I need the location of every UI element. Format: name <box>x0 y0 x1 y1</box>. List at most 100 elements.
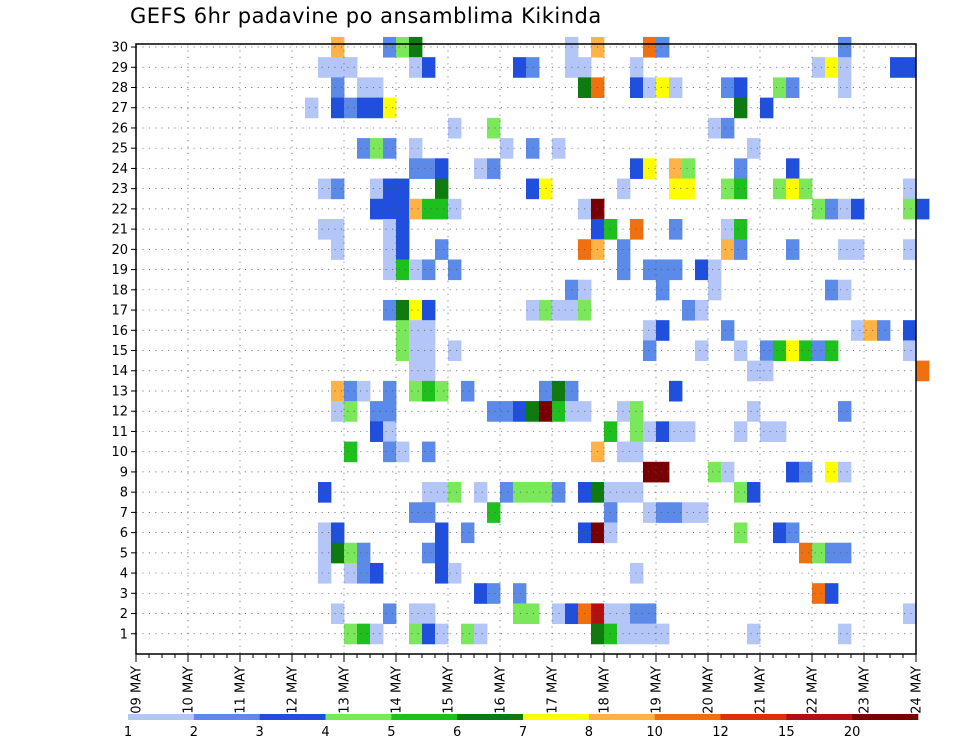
heatmap-cell <box>656 623 670 645</box>
heatmap-cell <box>721 320 735 341</box>
heatmap-cell <box>786 340 800 362</box>
heatmap-cell <box>383 239 397 260</box>
heatmap-cell <box>721 239 735 260</box>
heatmap-cell <box>643 623 657 645</box>
heatmap-cell <box>383 138 397 159</box>
heatmap-cell <box>435 380 449 402</box>
heatmap-cell <box>370 401 384 422</box>
legend-swatch <box>523 714 590 720</box>
heatmap-cell <box>903 178 917 200</box>
y-tick-label: 12 <box>111 405 128 420</box>
heatmap-cell <box>695 299 709 321</box>
heatmap-cell <box>318 542 332 564</box>
heatmap-cell <box>396 259 410 281</box>
y-tick-label: 16 <box>111 324 128 339</box>
legend-label: 20 <box>844 725 861 740</box>
heatmap-cell <box>916 360 930 382</box>
heatmap-cell <box>422 158 436 179</box>
y-tick-label: 19 <box>111 263 128 278</box>
legend-swatch <box>588 714 655 720</box>
heatmap-cell <box>747 623 761 645</box>
heatmap-cell <box>344 623 358 645</box>
y-tick-label: 26 <box>111 121 128 136</box>
y-tick-label: 18 <box>111 283 128 298</box>
heatmap-cell <box>734 77 748 99</box>
heatmap-cell <box>656 279 670 301</box>
y-tick-label: 7 <box>120 506 128 521</box>
chart-title: GEFS 6hr padavine po ansamblima Kikinda <box>130 4 602 28</box>
heatmap-cell <box>786 239 800 260</box>
heatmap-cell <box>669 178 683 200</box>
heatmap-cell <box>799 461 813 483</box>
heatmap-cell <box>838 36 852 58</box>
heatmap-cell <box>825 198 839 220</box>
heatmap-cell <box>396 198 410 220</box>
heatmap-cell <box>396 239 410 260</box>
heatmap-cell <box>630 401 644 422</box>
heatmap-cell <box>812 57 826 78</box>
heatmap-cell <box>422 340 436 362</box>
heatmap-cell <box>396 441 410 463</box>
heatmap-cell <box>786 77 800 99</box>
heatmap-cell <box>357 562 371 584</box>
heatmap-cell <box>409 603 423 625</box>
legend-label: 3 <box>256 725 264 740</box>
x-tick-label: 18 MAY <box>598 666 613 714</box>
heatmap-cell <box>747 138 761 159</box>
heatmap-cell <box>331 178 345 200</box>
heatmap-cell <box>331 57 345 78</box>
heatmap-cell <box>773 77 787 99</box>
heatmap-cell <box>617 178 631 200</box>
heatmap-cell <box>617 623 631 645</box>
y-tick-label: 28 <box>111 81 128 96</box>
legend-label: 7 <box>519 725 527 740</box>
heatmap-cell <box>435 198 449 220</box>
heatmap-cell <box>370 562 384 584</box>
heatmap-cell <box>370 178 384 200</box>
heatmap-cell <box>487 117 501 139</box>
legend-swatch <box>457 714 524 720</box>
color-legend: 1 2 3 4 5 6 7 8 10 12 15 20 <box>124 714 919 740</box>
heatmap-cell <box>409 138 423 159</box>
heatmap-cell <box>734 421 748 442</box>
heatmap-cell <box>448 117 462 139</box>
heatmap-cell <box>513 583 527 604</box>
heatmap-cell <box>370 77 384 99</box>
heatmap-cell <box>916 198 930 220</box>
heatmap-cell <box>383 198 397 220</box>
heatmap-cell <box>422 320 436 341</box>
heatmap-cell <box>838 461 852 483</box>
y-tick-label: 4 <box>120 567 128 582</box>
heatmap-cell <box>383 259 397 281</box>
heatmap-cell <box>669 219 683 240</box>
heatmap-cell <box>617 259 631 281</box>
heatmap-cell <box>383 36 397 58</box>
heatmap-cell <box>695 340 709 362</box>
heatmap-cell <box>825 340 839 362</box>
heatmap-cell <box>669 259 683 281</box>
x-tick-label: 24 MAY <box>910 666 925 714</box>
heatmap-cell <box>903 198 917 220</box>
legend-swatch <box>193 714 260 720</box>
heatmap-cell <box>786 522 800 544</box>
x-tick-label: 15 MAY <box>442 666 457 714</box>
heatmap-cell <box>669 380 683 402</box>
heatmap-cell <box>344 542 358 564</box>
heatmap-cell <box>474 482 488 503</box>
heatmap-cell <box>331 401 345 422</box>
x-tick-label: 19 MAY <box>650 666 665 714</box>
heatmap-cell <box>357 623 371 645</box>
heatmap-cell <box>656 36 670 58</box>
heatmap-cell <box>526 178 540 200</box>
heatmap-cell <box>422 502 436 523</box>
heatmap-cell <box>708 117 722 139</box>
heatmap-cell <box>513 57 527 78</box>
heatmap-cell <box>643 603 657 625</box>
heatmap-cell <box>708 461 722 483</box>
heatmap-cell <box>370 97 384 119</box>
heatmap-cell <box>435 239 449 260</box>
heatmap-cell <box>617 239 631 260</box>
heatmap-cell <box>383 97 397 119</box>
legend-label: 4 <box>321 725 329 740</box>
heatmap-cell <box>448 482 462 503</box>
